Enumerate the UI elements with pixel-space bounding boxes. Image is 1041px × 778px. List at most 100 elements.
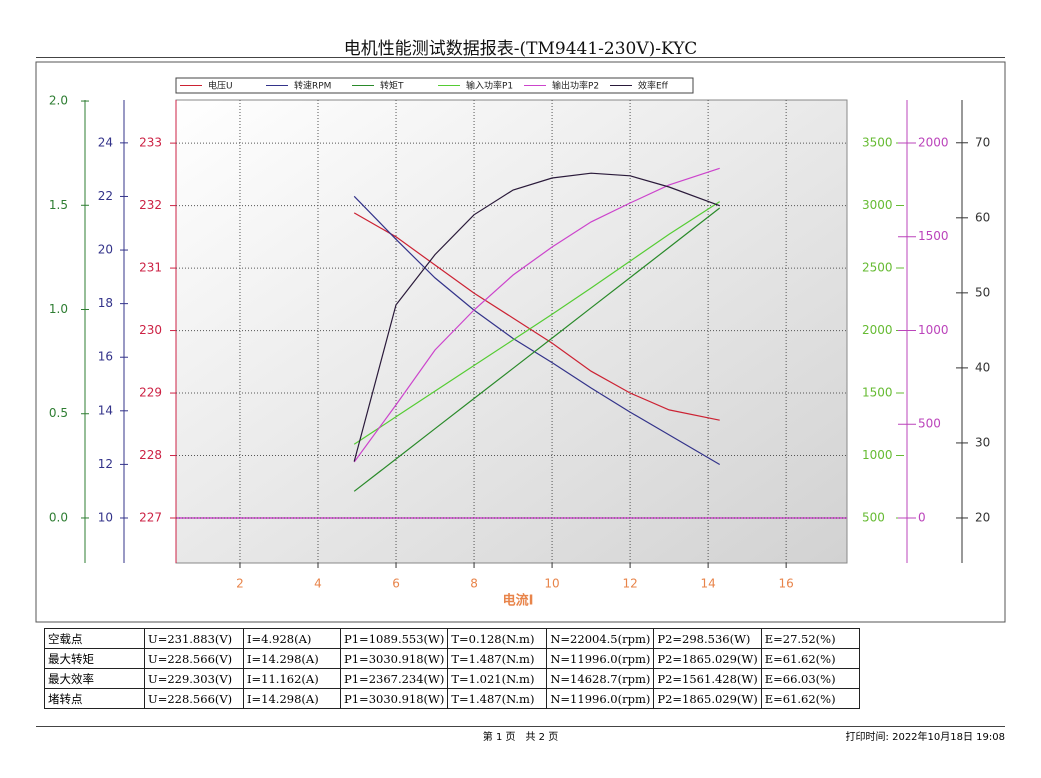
series-line <box>353 172 720 462</box>
legend <box>175 77 694 94</box>
table-cell: P1=2367.234(W) <box>339 668 449 689</box>
legend-label: 效率Eff <box>638 80 669 92</box>
table-cell: U=228.566(V) <box>144 648 244 669</box>
table-cell: 最大转矩 <box>44 648 145 669</box>
table-cell: T=1.487(N.m) <box>447 648 548 669</box>
y-tick-label: 20 <box>975 510 990 524</box>
print-time: 打印时间: 2022年10月18日 19:08 <box>845 732 1005 743</box>
y-tick-label: 2000 <box>918 135 949 149</box>
table-row: 空载点 U=231.883(V) I=4.928(A) P1=1089.553(W) T… <box>44 628 860 649</box>
y-tick-label: 18 <box>98 296 113 310</box>
y-tick-label: 500 <box>862 511 885 525</box>
y-tick-label: 1.0 <box>49 302 68 316</box>
page-number: 第 1 页 共 2 页 <box>482 732 559 743</box>
x-tick-label: 8 <box>470 577 478 591</box>
table-cell: P1=1089.553(W) <box>339 628 449 649</box>
table-cell: U=231.883(V) <box>144 628 244 649</box>
summary-table: 空载点 U=231.883(V) I=4.928(A) P1=1089.553(W) T… <box>44 628 860 709</box>
series-line <box>353 201 721 445</box>
series-line <box>353 207 721 492</box>
legend-label: 输入功率P1 <box>466 80 513 92</box>
y-tick-label: 500 <box>918 417 941 431</box>
x-tick-label: 2 <box>236 577 244 591</box>
x-axis-label: 电流I <box>503 593 534 609</box>
table-cell: U=228.566(V) <box>144 688 244 709</box>
table-row: 最大效率 U=229.303(V) I=11.162(A) P1=2367.234(W… <box>44 668 860 689</box>
y-tick-label: 230 <box>139 323 162 337</box>
table-cell: 最大效率 <box>44 668 145 689</box>
table-cell: U=229.303(V) <box>144 668 244 689</box>
y-tick-label: 2.0 <box>49 94 68 108</box>
y-tick-label: 3500 <box>862 136 893 150</box>
y-tick-label: 20 <box>98 243 113 257</box>
y-tick-label: 233 <box>139 136 162 150</box>
y-tick-label: 16 <box>98 350 113 364</box>
report-title: 电机性能测试数据报表-(TM9441-230V)-KYC <box>343 39 698 59</box>
rule <box>36 57 1005 58</box>
y-tick-label: 60 <box>975 210 990 224</box>
table-cell: N=11996.0(rpm) <box>546 648 655 669</box>
table-cell: T=1.487(N.m) <box>447 688 548 709</box>
y-tick-label: 30 <box>975 435 990 449</box>
legend-label: 输出功率P2 <box>552 80 599 92</box>
table-cell: I=4.928(A) <box>243 628 341 649</box>
table-row: 堵转点 U=228.566(V) I=14.298(A) P1=3030.918(W)… <box>44 688 860 709</box>
series-line <box>353 167 720 463</box>
table-cell: N=22004.5(rpm) <box>546 628 655 649</box>
y-tick-label: 40 <box>975 360 990 374</box>
y-tick-label: 14 <box>98 403 113 417</box>
table-cell: I=11.162(A) <box>243 668 341 689</box>
legend-label: 转矩T <box>380 80 404 92</box>
y-tick-label: 2000 <box>862 323 893 337</box>
table-cell: T=1.021(N.m) <box>447 668 548 689</box>
y-tick-label: 70 <box>975 135 990 149</box>
y-tick-label: 22 <box>98 189 113 203</box>
table-cell: P2=1561.428(W) <box>653 668 762 689</box>
y-tick-label: 50 <box>975 285 990 299</box>
y-tick-label: 1000 <box>918 323 949 337</box>
y-tick-label: 232 <box>139 198 162 212</box>
y-tick-label: 2500 <box>862 261 893 275</box>
y-tick-label: 0 <box>918 510 926 524</box>
table-cell: N=11996.0(rpm) <box>546 688 655 709</box>
x-tick-label: 16 <box>779 577 794 591</box>
x-tick-label: 6 <box>392 577 400 591</box>
y-tick-label: 1000 <box>862 448 893 462</box>
y-tick-label: 3000 <box>862 198 893 212</box>
y-tick-label: 0.0 <box>49 510 68 524</box>
y-tick-label: 229 <box>139 386 162 400</box>
table-cell: E=61.62(%) <box>760 648 860 669</box>
table-cell: P2=1865.029(W) <box>653 648 762 669</box>
series-line <box>353 195 721 466</box>
table-cell: P2=298.536(W) <box>653 628 762 649</box>
x-tick-label: 14 <box>700 577 715 591</box>
table-cell: P2=1865.029(W) <box>653 688 762 709</box>
y-tick-label: 227 <box>139 511 162 525</box>
y-tick-label: 0.5 <box>49 406 68 420</box>
legend-label: 电压U <box>208 80 233 92</box>
rule <box>36 726 1005 727</box>
y-tick-label: 10 <box>98 510 113 524</box>
table-cell: I=14.298(A) <box>243 648 341 669</box>
y-tick-label: 1500 <box>918 229 949 243</box>
y-tick-label: 24 <box>98 135 113 149</box>
y-tick-label: 1500 <box>862 386 893 400</box>
y-tick-label: 1.5 <box>49 198 68 212</box>
x-tick-label: 4 <box>314 577 322 591</box>
table-cell: P1=3030.918(W) <box>339 648 449 669</box>
plot-area <box>175 99 848 564</box>
table-cell: E=66.03(%) <box>760 668 860 689</box>
table-cell: N=14628.7(rpm) <box>546 668 655 689</box>
table-cell: I=14.298(A) <box>243 688 341 709</box>
table-cell: T=0.128(N.m) <box>447 628 548 649</box>
x-tick-label: 12 <box>622 577 637 591</box>
table-cell: E=61.62(%) <box>760 688 860 709</box>
legend-label: 转速RPM <box>294 80 331 92</box>
table-cell: E=27.52(%) <box>760 628 860 649</box>
y-tick-label: 231 <box>139 261 162 275</box>
table-cell: P1=3030.918(W) <box>339 688 449 709</box>
chart-frame <box>35 61 1006 623</box>
table-row: 最大转矩 U=228.566(V) I=14.298(A) P1=3030.918(W… <box>44 648 860 669</box>
